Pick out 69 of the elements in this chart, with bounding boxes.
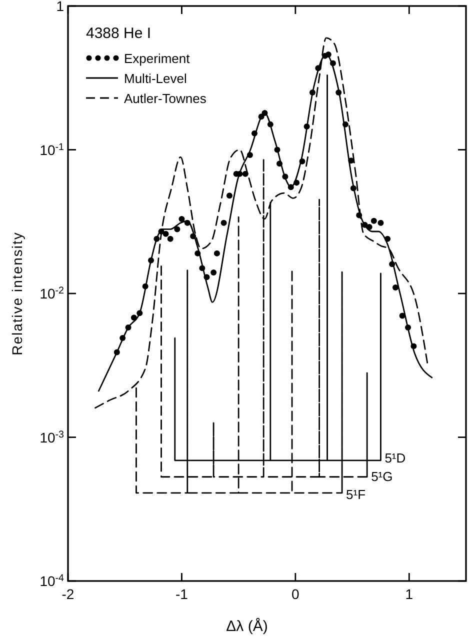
point xyxy=(282,174,288,180)
point xyxy=(309,90,316,96)
point xyxy=(210,269,217,276)
point xyxy=(378,220,384,226)
point xyxy=(262,110,268,116)
point xyxy=(199,265,206,272)
point xyxy=(336,90,342,96)
x-tick-label: -1 xyxy=(175,586,188,602)
point xyxy=(158,228,164,234)
point xyxy=(184,220,190,226)
point xyxy=(190,233,196,240)
legend-label: Autler-Townes xyxy=(124,91,207,106)
y-tick-label: 1 xyxy=(56,0,64,14)
y-tick-label: 10$^{-1}$ xyxy=(40,141,64,158)
y-tick-label: 10$^{-3}$ xyxy=(40,428,65,446)
point xyxy=(330,60,336,66)
point xyxy=(162,230,169,237)
point xyxy=(410,343,417,350)
point xyxy=(178,216,185,222)
point xyxy=(267,121,274,128)
x-tick-label: 1 xyxy=(405,586,414,602)
point xyxy=(384,236,391,242)
point xyxy=(194,250,201,256)
point xyxy=(294,180,300,186)
point xyxy=(130,314,137,321)
point xyxy=(226,192,232,199)
point xyxy=(274,146,280,153)
point xyxy=(251,130,258,136)
point xyxy=(362,222,368,228)
point xyxy=(370,218,377,224)
point xyxy=(142,283,148,290)
series-label: 5¹F xyxy=(346,486,366,502)
x-tick-label: -2 xyxy=(62,586,74,602)
x-tick-label: 0 xyxy=(292,586,300,602)
point xyxy=(136,310,143,316)
point xyxy=(276,160,283,167)
point xyxy=(154,236,160,242)
point xyxy=(204,274,210,280)
point xyxy=(214,250,220,256)
point xyxy=(389,261,396,268)
x-axis-title: Δλ (Å) xyxy=(226,617,268,635)
series-label: 5¹G xyxy=(371,468,393,484)
point xyxy=(392,284,398,291)
legend-title: 4388 He I xyxy=(86,25,152,42)
series-label: 5¹D xyxy=(384,450,406,466)
point xyxy=(120,335,126,342)
point xyxy=(325,51,332,58)
point xyxy=(148,257,154,264)
point xyxy=(288,184,294,190)
y-tick-label: 10$^{-2}$ xyxy=(40,285,64,302)
point xyxy=(342,121,348,128)
point xyxy=(399,312,406,319)
legend-label: Experiment xyxy=(124,51,190,66)
y-tick-label: 10$^{-4}$ xyxy=(40,572,65,589)
point xyxy=(315,65,322,72)
point xyxy=(167,236,174,242)
point xyxy=(242,170,248,177)
y-axis-title: Relative intensity xyxy=(9,232,25,356)
point xyxy=(174,226,180,232)
point xyxy=(304,124,310,130)
point xyxy=(405,324,412,331)
point xyxy=(350,185,356,192)
point xyxy=(125,324,132,331)
legend-label: Multi-Level xyxy=(124,71,187,86)
point xyxy=(220,220,227,226)
point xyxy=(299,158,306,164)
point xyxy=(356,212,362,218)
point xyxy=(246,152,253,158)
point xyxy=(114,349,120,356)
